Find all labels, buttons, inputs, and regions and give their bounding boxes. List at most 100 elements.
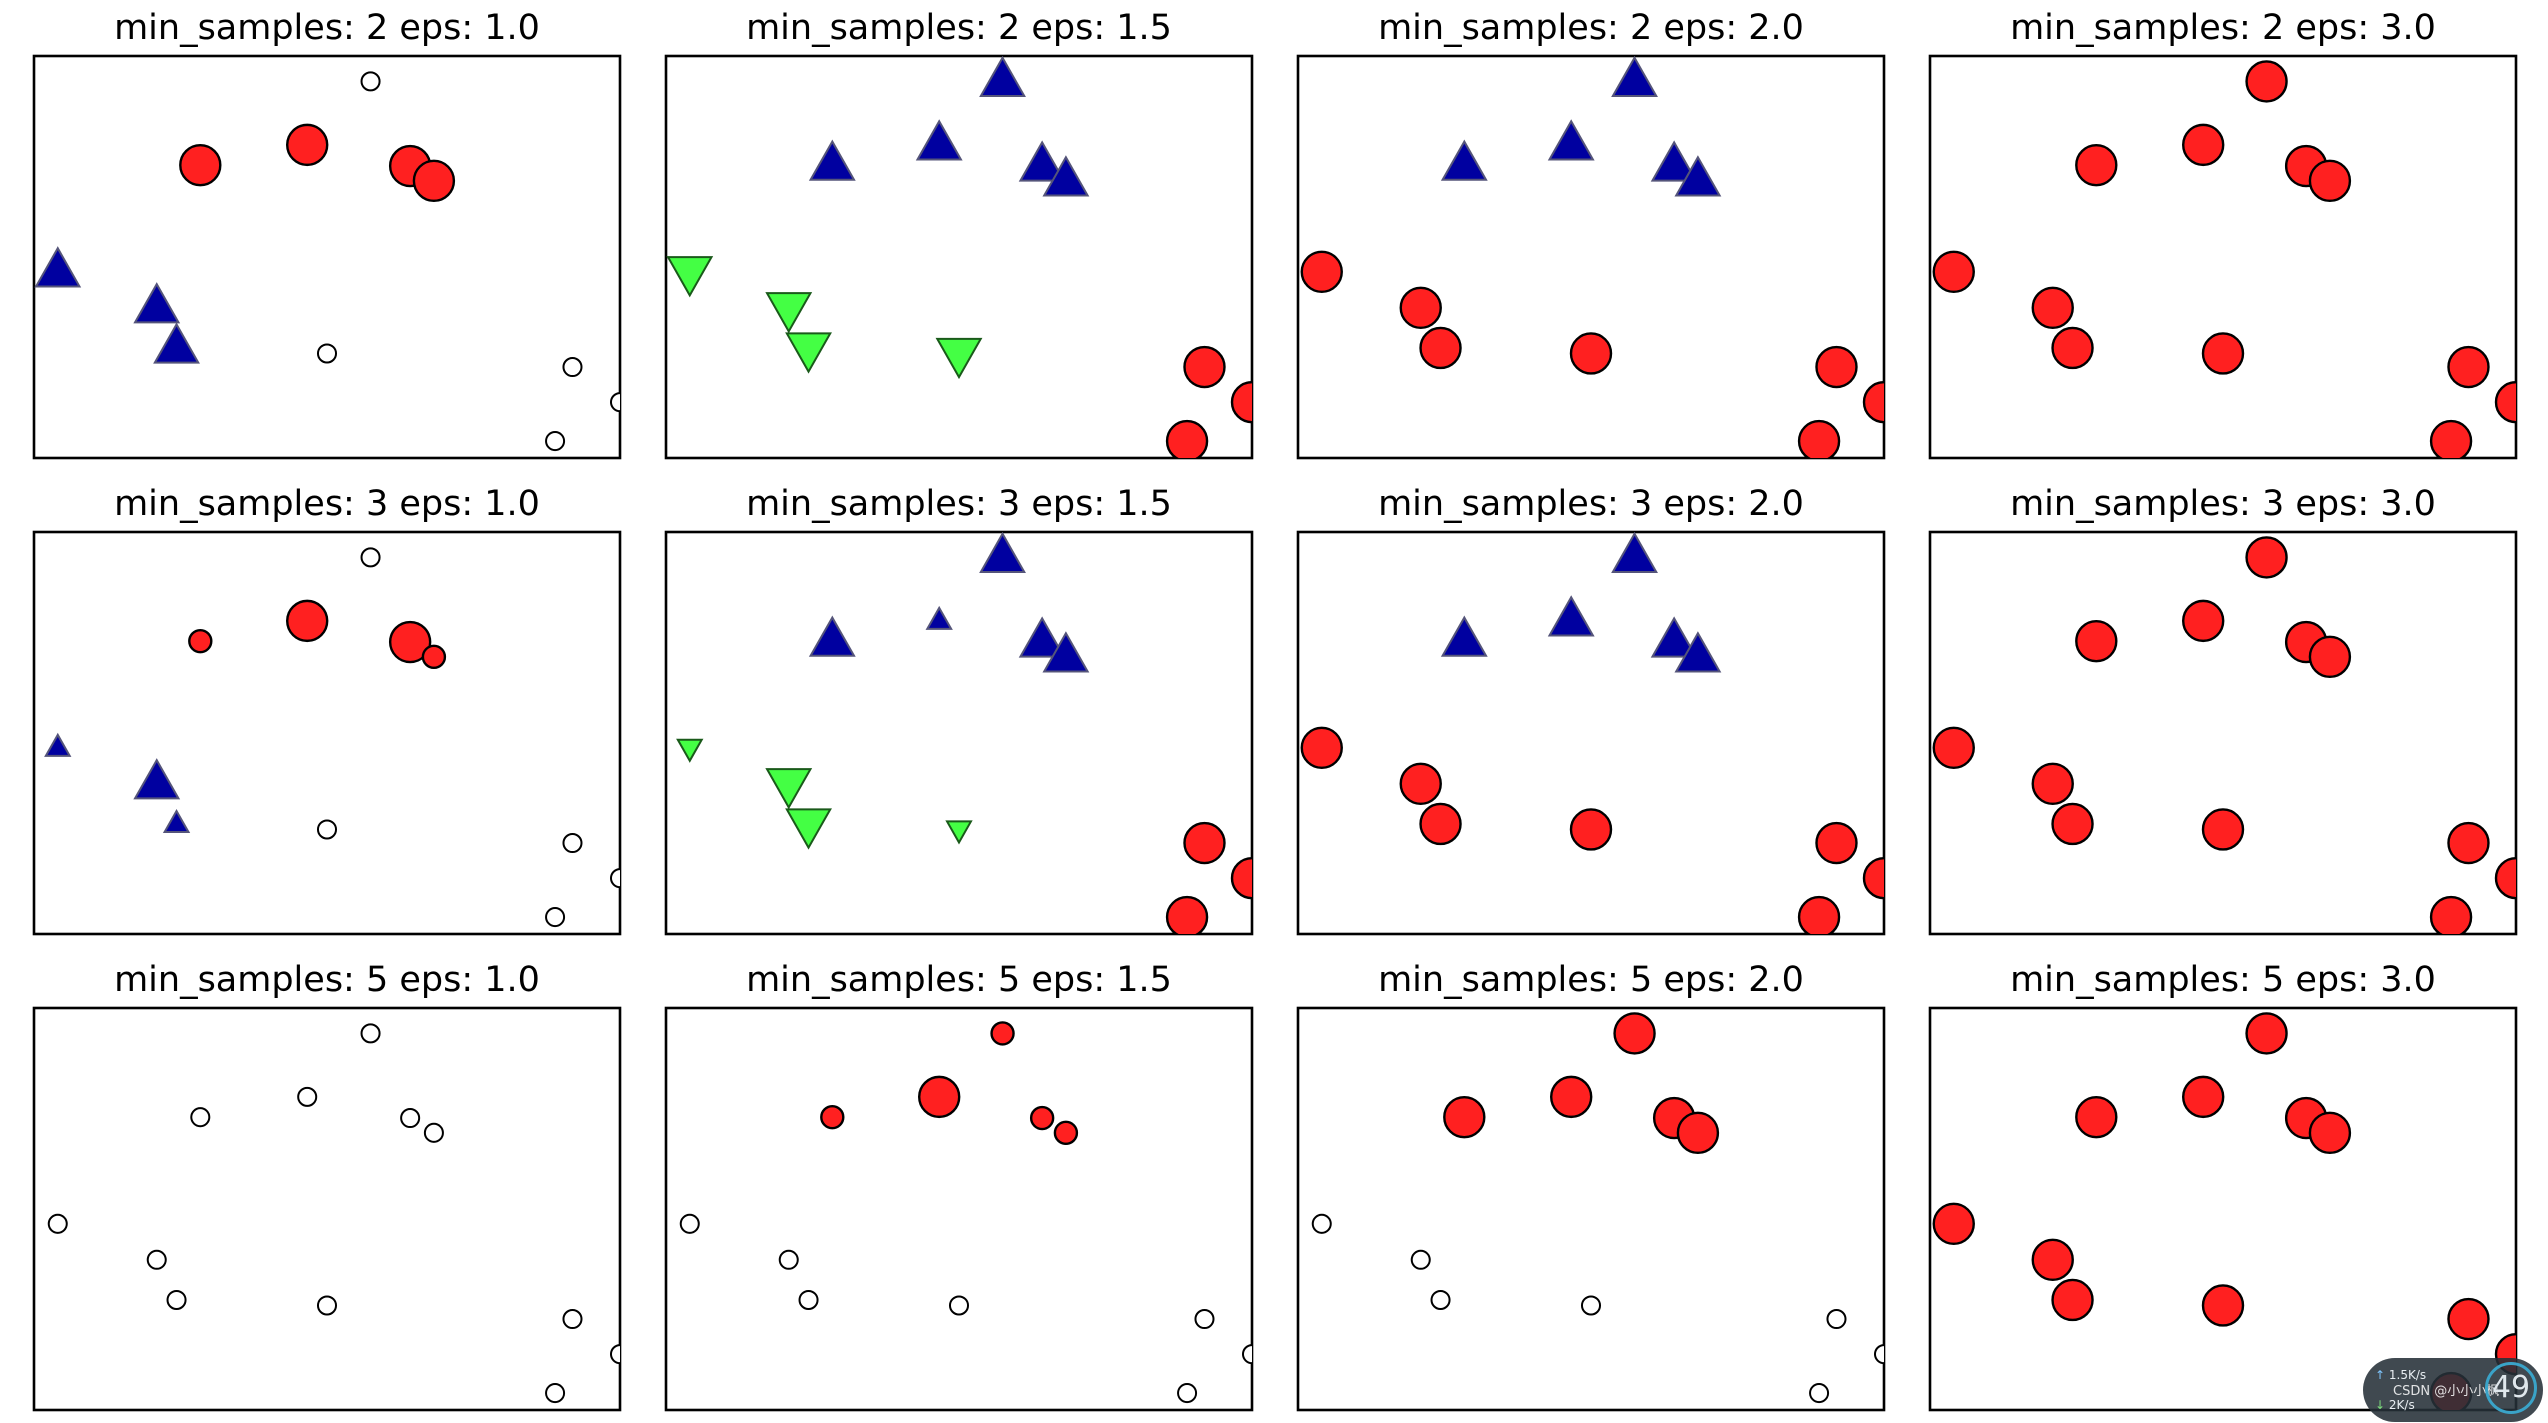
upload-arrow-icon: ↑ (2375, 1368, 2386, 1382)
marker-layer (1300, 532, 1884, 934)
cluster-2-point (765, 768, 813, 810)
noise-point (562, 1309, 583, 1330)
cluster-0-point (2447, 345, 2490, 389)
noise-point (1873, 1344, 1884, 1365)
cluster-0-point (2494, 856, 2516, 900)
axes-frame (1296, 1006, 1886, 1412)
cluster-1-point (808, 615, 856, 657)
subplot-3-2: min_samples: 5 eps: 1.5 (664, 960, 1254, 1412)
cluster-1-point (1650, 616, 1698, 658)
cluster-2-point (666, 256, 714, 298)
cluster-0-point (1399, 762, 1442, 805)
subplot-1-1: min_samples: 2 eps: 1.0 (32, 8, 622, 460)
network-speed-overlay[interactable]: ↑ 1.5K/s ↓ 2K/s CSDN @小小小枫 49 (2363, 1358, 2543, 1422)
cluster-0-point (2031, 762, 2074, 805)
noise-point (609, 392, 620, 413)
noise-point (1580, 1295, 1602, 1316)
cluster-1-point (1547, 119, 1595, 161)
cluster-0-point (1932, 250, 1975, 294)
cluster-0-point (421, 644, 447, 670)
cluster-1-point (925, 605, 953, 630)
subplot-title: min_samples: 5 eps: 3.0 (2010, 960, 2436, 1000)
cluster-0-point (1029, 1105, 1055, 1131)
cluster-0-point (820, 1104, 845, 1130)
cluster-2-point (785, 332, 832, 374)
noise-point (1430, 1289, 1451, 1310)
axes-frame (1296, 530, 1886, 936)
cluster-0-point (2308, 635, 2352, 679)
noise-point (609, 1344, 620, 1365)
axes-frame (1928, 54, 2518, 460)
cluster-1-point (1611, 532, 1658, 574)
subplot-title: min_samples: 5 eps: 2.0 (1378, 960, 1804, 1000)
marker-layer (679, 1021, 1252, 1404)
cluster-0-point (286, 599, 329, 643)
cluster-0-point (2245, 536, 2288, 579)
cluster-0-point (990, 1021, 1015, 1046)
axes-frame (1928, 530, 2518, 936)
cluster-0-point (1300, 250, 1343, 294)
subplot-3-3: min_samples: 5 eps: 2.0 (1296, 960, 1886, 1412)
noise-point (562, 357, 583, 378)
noise-point (190, 1107, 211, 1128)
cluster-0-point (1399, 286, 1442, 329)
cluster-0-point (1165, 419, 1209, 458)
cluster-1-point (153, 322, 200, 364)
cluster-0-point (2245, 1012, 2288, 1055)
cluster-0-point (1230, 380, 1252, 424)
noise-point (1177, 1383, 1198, 1404)
subplot-3-1: min_samples: 5 eps: 1.0 (32, 960, 622, 1412)
noise-point (1311, 1213, 1332, 1234)
noise-point (562, 833, 583, 854)
marker-layer (666, 56, 1252, 458)
axes-frame (32, 530, 622, 936)
noise-point (166, 1289, 187, 1310)
cluster-0-point (2075, 1095, 2118, 1139)
csdn-watermark: CSDN @小小小枫 (2393, 1384, 2500, 1399)
subplot-2-2: min_samples: 3 eps: 1.5 (664, 484, 1254, 936)
cluster-1-point (1042, 631, 1090, 673)
noise-point (1410, 1249, 1431, 1270)
marker-layer (1300, 56, 1884, 458)
noise-point (798, 1289, 819, 1310)
cluster-0-point (1183, 345, 1226, 389)
cluster-0-point (1932, 726, 1975, 770)
cluster-1-point (44, 732, 72, 757)
cluster-0-point (1613, 1012, 1656, 1055)
cluster-0-point (286, 123, 329, 167)
subplot-2-1: min_samples: 3 eps: 1.0 (32, 484, 622, 936)
cluster-0-point (1862, 380, 1884, 424)
noise-point (1241, 1344, 1252, 1365)
cluster-0-point (2308, 159, 2352, 203)
subplot-1-2: min_samples: 2 eps: 1.5 (664, 8, 1254, 460)
cluster-0-point (388, 620, 432, 664)
cluster-0-point (1300, 726, 1343, 770)
cluster-2-point (765, 292, 813, 334)
cluster-1-point (1650, 140, 1698, 182)
noise-point (948, 1295, 970, 1316)
cluster-1-point (1611, 56, 1658, 98)
cluster-0-point (1797, 419, 1841, 458)
subplot-title: min_samples: 2 eps: 2.0 (1378, 8, 1804, 48)
cluster-0-point (2031, 1238, 2074, 1281)
cluster-0-point (188, 628, 213, 654)
cluster-0-point (2308, 1111, 2352, 1155)
noise-point (47, 1213, 68, 1234)
cluster-0-point (1183, 821, 1226, 865)
cluster-0-point (179, 143, 222, 187)
noise-point (400, 1108, 421, 1129)
subplot-title: min_samples: 5 eps: 1.0 (114, 960, 540, 1000)
noise-point (609, 868, 620, 889)
usage-gauge: 49 (2485, 1362, 2537, 1414)
cluster-1-point (915, 119, 963, 161)
cluster-1-point (1440, 615, 1488, 657)
download-arrow-icon: ↓ (2375, 1398, 2386, 1412)
cluster-0-point (2182, 123, 2225, 167)
noise-point (778, 1249, 799, 1270)
cluster-1-point (1042, 155, 1090, 197)
cluster-1-point (1440, 139, 1488, 181)
axes-frame (32, 1006, 622, 1412)
cluster-0-point (1053, 1120, 1079, 1146)
subplot-title: min_samples: 2 eps: 1.5 (746, 8, 1172, 48)
